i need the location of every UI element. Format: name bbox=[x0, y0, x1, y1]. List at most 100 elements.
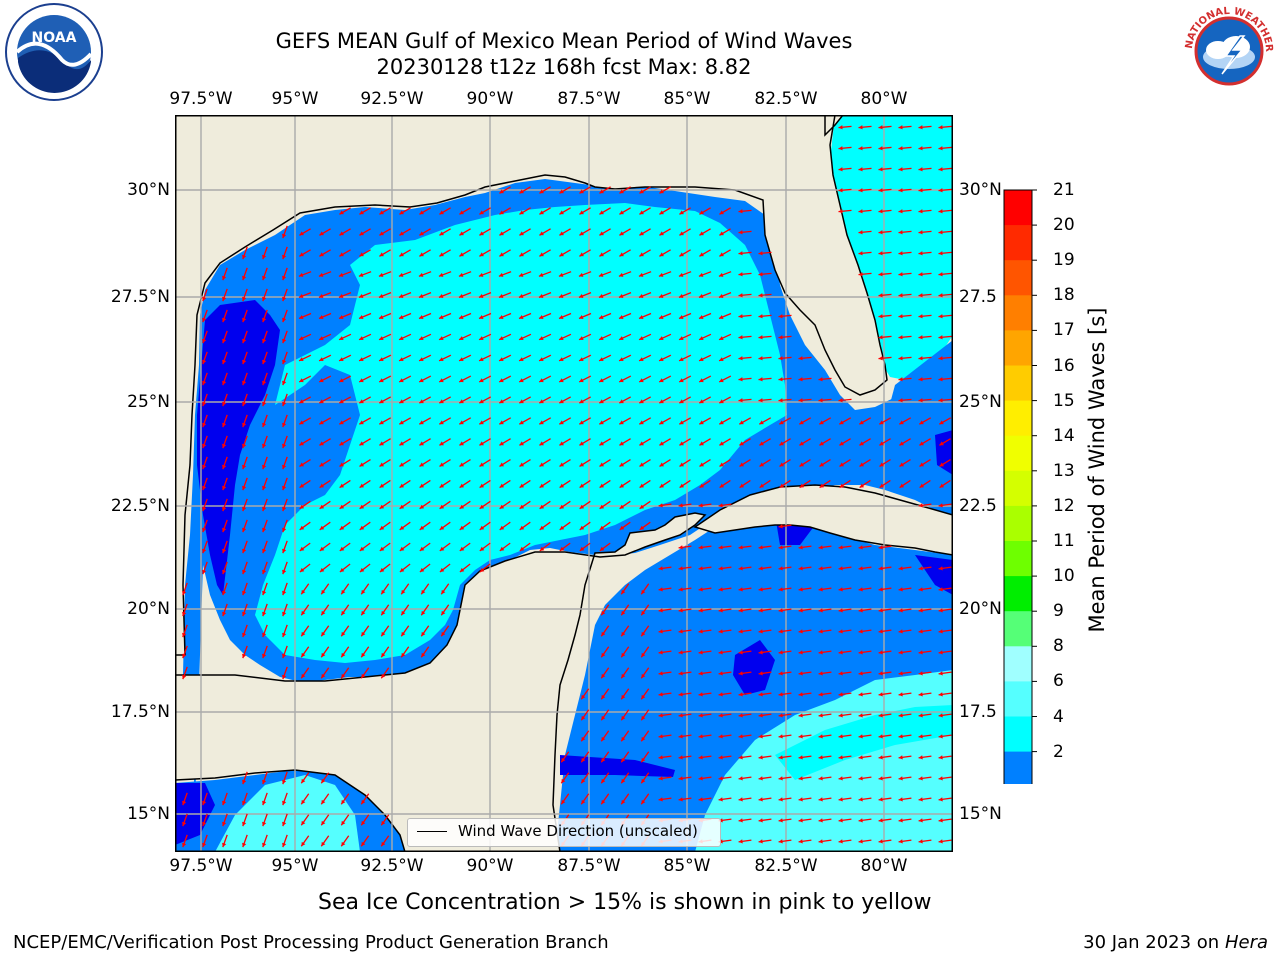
wind-arrow-head bbox=[339, 336, 344, 340]
wind-arrow-head bbox=[938, 503, 943, 508]
wind-arrow-head bbox=[658, 587, 663, 592]
wind-arrow-head bbox=[319, 483, 324, 488]
wind-arrow-head bbox=[718, 755, 723, 760]
wind-arrow-head bbox=[738, 818, 743, 823]
wind-arrow-head bbox=[878, 335, 883, 340]
legend-line-sample bbox=[417, 831, 447, 832]
wind-arrow-head bbox=[581, 694, 586, 700]
wind-arrow-head bbox=[898, 209, 903, 214]
wind-arrow-head bbox=[379, 420, 384, 425]
wind-arrow-head bbox=[439, 504, 445, 509]
wind-arrow-head bbox=[579, 252, 584, 257]
wind-arrow-head bbox=[738, 398, 743, 403]
wind-arrow-head bbox=[202, 317, 207, 323]
wind-arrow-head bbox=[242, 842, 247, 848]
wind-arrow-head bbox=[519, 378, 524, 383]
wind-arrow-head bbox=[399, 483, 404, 488]
wind-arrow-head bbox=[798, 692, 803, 697]
wind-arrow-head bbox=[818, 545, 823, 550]
wind-arrow-head bbox=[499, 231, 504, 236]
wind-arrow-head bbox=[379, 399, 384, 404]
wind-arrow-head bbox=[319, 231, 324, 236]
wind-arrow-head bbox=[778, 839, 783, 844]
wind-arrow-head bbox=[539, 231, 544, 236]
wind-arrow-head bbox=[222, 611, 227, 617]
wind-arrow-head bbox=[898, 314, 903, 319]
wind-arrow-head bbox=[758, 755, 763, 760]
wind-arrow-head bbox=[659, 293, 664, 298]
wind-arrow-head bbox=[439, 546, 445, 551]
wind-arrow-head bbox=[539, 420, 544, 425]
colorbar-tick-label: 17 bbox=[1053, 320, 1075, 341]
wind-arrow-head bbox=[339, 441, 344, 446]
wind-arrow-head bbox=[319, 504, 325, 509]
wind-arrow-head bbox=[361, 610, 366, 616]
lat-tick-left: 30°N bbox=[127, 180, 170, 200]
wind-arrow-head bbox=[262, 611, 267, 617]
wind-arrow-head bbox=[818, 818, 823, 823]
wind-arrow-head bbox=[838, 629, 843, 634]
wind-arrow-head bbox=[581, 778, 586, 784]
wind-arrow-head bbox=[399, 567, 405, 572]
wind-arrow-head bbox=[439, 210, 444, 215]
colorbar-segment bbox=[1004, 400, 1032, 437]
wind-arrow-head bbox=[599, 441, 604, 446]
wind-arrow-head bbox=[319, 336, 324, 340]
wind-arrow-head bbox=[798, 629, 803, 634]
wind-arrow-head bbox=[399, 462, 404, 467]
wind-arrow-head bbox=[939, 441, 944, 446]
wind-arrow-head bbox=[798, 356, 803, 361]
wind-arrow-head bbox=[918, 188, 923, 193]
wind-arrow-head bbox=[499, 399, 504, 404]
wind-arrow-head bbox=[798, 650, 803, 655]
wind-arrow-head bbox=[619, 504, 625, 509]
wind-arrow-head bbox=[738, 734, 743, 739]
wind-arrow-head bbox=[242, 485, 247, 491]
wind-arrow-head bbox=[182, 842, 187, 848]
wind-arrow-head bbox=[441, 631, 446, 637]
wind-arrow-head bbox=[759, 441, 764, 446]
wind-arrow-head bbox=[858, 167, 863, 172]
legend-label: Wind Wave Direction (unscaled) bbox=[458, 822, 698, 840]
wind-arrow-head bbox=[459, 567, 465, 572]
wind-arrow-head bbox=[758, 587, 763, 592]
wind-arrow-head bbox=[699, 441, 704, 446]
wind-arrow-head bbox=[459, 378, 464, 383]
wind-arrow-head bbox=[439, 483, 444, 488]
wind-arrow-head bbox=[601, 610, 606, 616]
wind-arrow-head bbox=[798, 545, 803, 550]
wind-arrow-head bbox=[898, 734, 903, 739]
wind-arrow-head bbox=[439, 525, 445, 530]
colorbar-tick-label: 2 bbox=[1053, 741, 1064, 762]
wind-arrow-head bbox=[639, 336, 644, 340]
wind-arrow-head bbox=[678, 755, 683, 760]
wind-arrow-head bbox=[299, 567, 305, 572]
wind-arrow-head bbox=[719, 315, 724, 319]
wind-arrow-head bbox=[419, 399, 424, 404]
wind-arrow-head bbox=[939, 462, 944, 467]
wind-arrow-head bbox=[718, 608, 723, 613]
wind-arrow-head bbox=[601, 673, 606, 679]
wind-arrow-head bbox=[639, 399, 644, 404]
wind-arrow-head bbox=[918, 629, 923, 634]
wind-arrow-head bbox=[838, 566, 843, 571]
wind-arrow-head bbox=[639, 462, 644, 467]
wind-arrow-head bbox=[718, 734, 723, 739]
wind-arrow-head bbox=[818, 692, 823, 697]
wind-arrow-head bbox=[299, 378, 304, 383]
wind-arrow-head bbox=[678, 650, 683, 655]
wind-arrow-head bbox=[299, 546, 305, 551]
wind-arrow-head bbox=[699, 462, 704, 467]
lat-tick-left: 20°N bbox=[127, 599, 170, 619]
colorbar-tick-label: 16 bbox=[1053, 355, 1075, 376]
wind-arrow-head bbox=[918, 314, 923, 319]
lon-tick-bottom: 90°W bbox=[466, 856, 514, 876]
wind-arrow-head bbox=[202, 569, 207, 575]
wind-arrow-head bbox=[838, 671, 843, 676]
wind-arrow-head bbox=[898, 188, 903, 193]
lon-tick-top: 97.5°W bbox=[169, 89, 233, 109]
wind-arrow-head bbox=[499, 293, 504, 298]
wind-arrow-head bbox=[518, 272, 524, 277]
wind-arrow-head bbox=[438, 272, 444, 277]
wind-arrow-head bbox=[361, 841, 366, 847]
